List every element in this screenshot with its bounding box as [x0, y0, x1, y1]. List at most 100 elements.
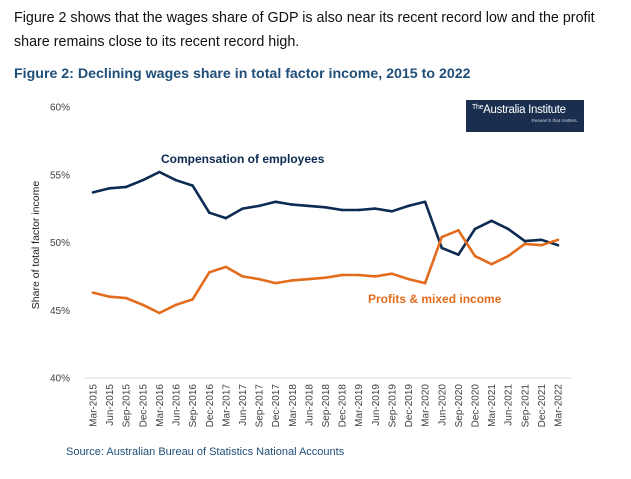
x-tick-label: Jun-2019 [371, 384, 382, 426]
point-compensation [241, 207, 244, 210]
x-tick-label: Mar-2017 [221, 384, 232, 427]
point-compensation [340, 208, 344, 212]
figure-title: Figure 2: Declining wages share in total… [14, 66, 471, 82]
x-tick-label: Jun-2021 [504, 384, 515, 426]
point-profits [340, 273, 344, 277]
point-profits [423, 281, 427, 285]
point-profits [257, 277, 261, 281]
point-compensation [290, 203, 294, 206]
point-profits [407, 277, 410, 281]
x-tick-label: Sep-2015 [122, 384, 133, 428]
point-compensation [457, 253, 460, 256]
point-compensation [191, 184, 194, 187]
point-profits [307, 277, 311, 281]
point-compensation [390, 210, 394, 213]
point-compensation [523, 239, 527, 243]
x-tick-label: Mar-2015 [89, 384, 100, 427]
intro-paragraph: Figure 2 shows that the wages share of G… [14, 10, 595, 50]
point-compensation [324, 205, 327, 209]
y-tick-label: 60% [50, 103, 70, 114]
point-compensation [506, 227, 510, 231]
x-tick-label: Sep-2021 [520, 384, 531, 428]
point-compensation [91, 191, 95, 194]
x-tick-label: Sep-2016 [188, 384, 199, 428]
point-profits [158, 311, 161, 315]
x-tick-label: Jun-2020 [437, 384, 448, 426]
point-profits [141, 303, 145, 307]
point-profits [241, 275, 244, 278]
x-tick-label: Sep-2019 [387, 384, 398, 428]
point-compensation [540, 238, 543, 242]
point-compensation [124, 185, 128, 189]
x-tick-label: Mar-2016 [155, 384, 166, 427]
point-profits [440, 235, 444, 239]
point-compensation [207, 211, 211, 214]
logo-name: Australia Institute [483, 104, 566, 116]
x-tick-label: Mar-2022 [554, 384, 565, 427]
point-profits [324, 276, 327, 280]
x-tick-label: Dec-2019 [404, 384, 415, 428]
point-compensation [374, 207, 377, 210]
point-profits [174, 303, 178, 307]
series-line-compensation [92, 170, 559, 256]
point-profits [91, 291, 95, 294]
point-profits [556, 238, 560, 242]
y-tick-label: 40% [50, 374, 70, 385]
point-compensation [407, 204, 410, 208]
point-compensation [307, 204, 311, 208]
point-profits [540, 243, 543, 247]
point-compensation [108, 187, 111, 190]
x-tick-label: Jun-2018 [304, 384, 315, 426]
x-tick-label: Dec-2017 [271, 384, 282, 428]
point-profits [108, 295, 111, 299]
point-compensation [490, 219, 493, 223]
point-compensation [440, 246, 444, 250]
source-note: Source: Australian Bureau of Statistics … [66, 446, 345, 458]
point-profits [191, 298, 194, 301]
point-compensation [473, 227, 477, 231]
point-profits [473, 254, 477, 258]
point-profits [523, 242, 527, 246]
point-profits [207, 271, 211, 274]
point-compensation [224, 216, 228, 220]
y-tick-label: 45% [50, 306, 70, 317]
x-tick-label: Dec-2016 [205, 384, 216, 428]
point-compensation [556, 243, 560, 247]
point-profits [290, 279, 294, 282]
point-profits [374, 275, 377, 278]
y-tick-label: 50% [50, 238, 70, 249]
point-profits [457, 229, 460, 232]
y-tick-label: 55% [50, 170, 70, 181]
x-tick-label: Jun-2016 [172, 384, 183, 426]
point-compensation [423, 200, 427, 204]
x-tick-label: Mar-2021 [487, 384, 498, 427]
x-tick-label: Dec-2015 [138, 384, 149, 428]
point-profits [124, 296, 128, 300]
point-profits [357, 273, 361, 277]
point-profits [506, 254, 510, 258]
y-axis-label: Share of total factor income [30, 181, 42, 310]
logo-the: The [472, 104, 484, 111]
point-profits [390, 272, 394, 275]
logo-tagline: Research that matters. [531, 118, 578, 123]
point-compensation [158, 170, 161, 174]
x-tick-label: Sep-2017 [255, 384, 266, 428]
point-compensation [274, 200, 277, 204]
x-tick-label: Sep-2020 [454, 384, 465, 428]
x-tick-label: Mar-2018 [288, 384, 299, 427]
point-profits [274, 281, 277, 285]
point-compensation [174, 178, 178, 182]
x-tick-label: Jun-2017 [238, 384, 249, 426]
x-tick-label: Mar-2020 [421, 384, 432, 427]
point-compensation [357, 208, 361, 212]
legend-profits: Profits & mixed income [368, 292, 502, 306]
point-profits [490, 262, 493, 266]
x-tick-label: Dec-2018 [338, 384, 349, 428]
x-tick-label: Jun-2015 [105, 384, 116, 426]
australia-institute-logo: TheAustralia Institute Research that mat… [466, 100, 584, 132]
legend-compensation: Compensation of employees [161, 152, 325, 166]
x-tick-label: Sep-2018 [321, 384, 332, 428]
point-compensation [141, 178, 145, 182]
x-tick-label: Mar-2019 [354, 384, 365, 427]
